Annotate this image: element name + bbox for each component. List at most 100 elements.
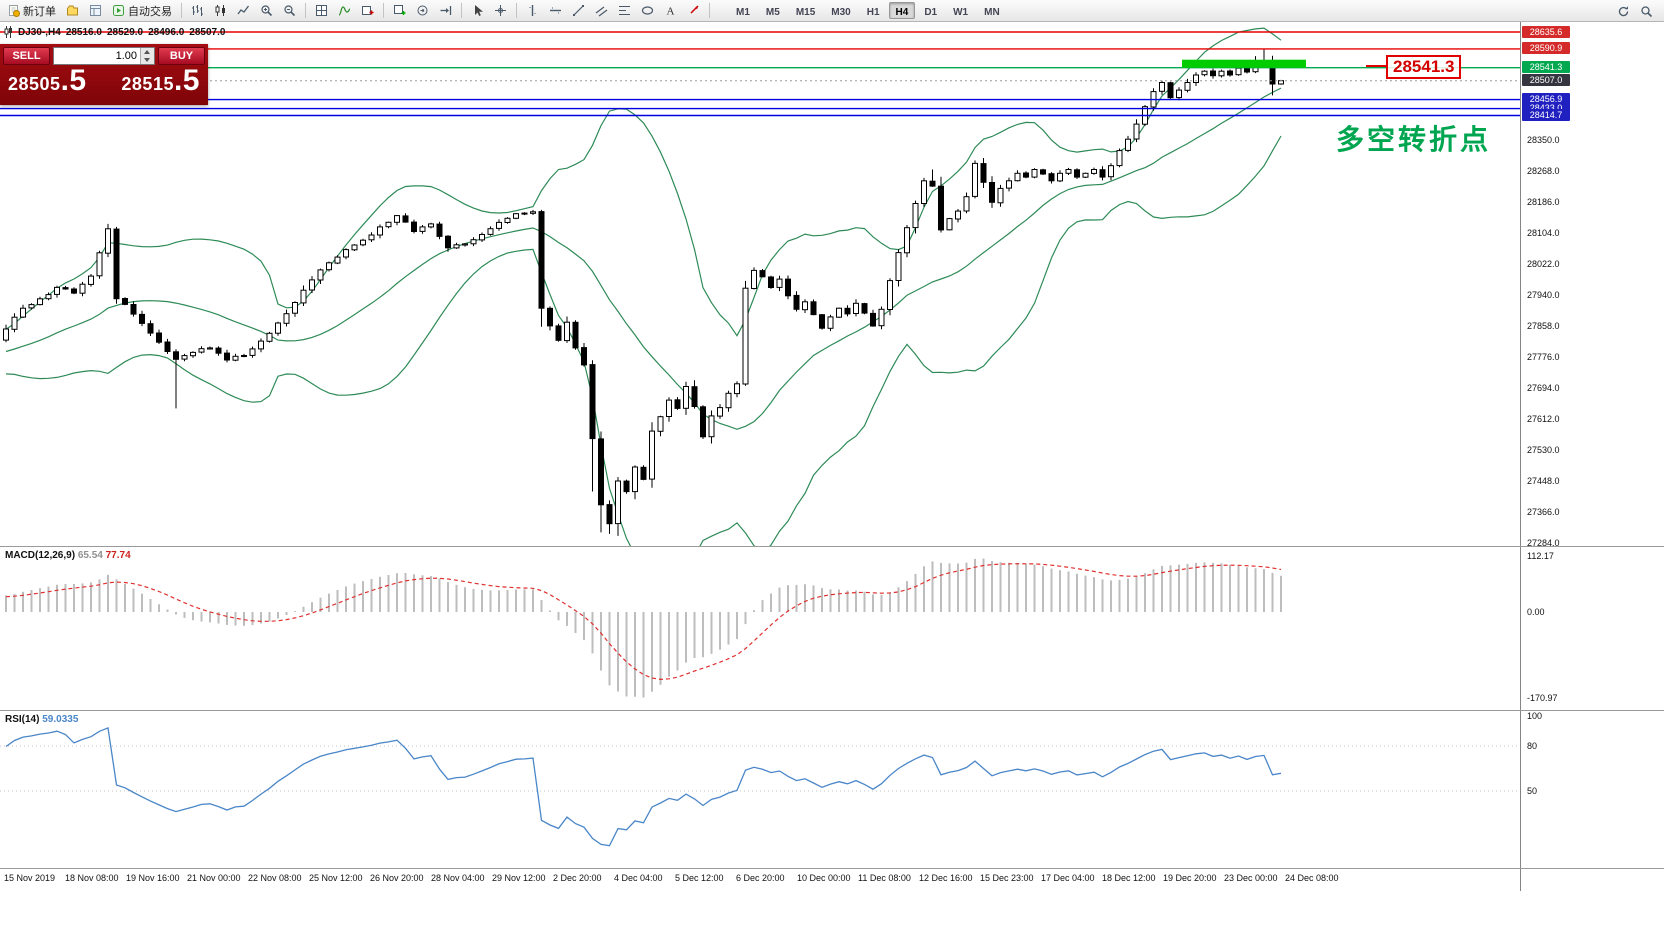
chart-annotation-text[interactable]: 多空转折点: [1336, 124, 1492, 155]
refresh-button[interactable]: [1613, 2, 1634, 21]
horizontal-line-button[interactable]: [545, 1, 566, 20]
price-axis-label: 28022.0: [1527, 259, 1560, 269]
candle-body: [938, 185, 944, 231]
candle-body: [1074, 169, 1080, 178]
bar-chart-button[interactable]: [187, 1, 208, 20]
market-watch-button[interactable]: [85, 1, 106, 20]
volume-decrease-button[interactable]: [141, 56, 154, 64]
line-chart-button[interactable]: [233, 1, 254, 20]
buy-price[interactable]: 28515.5: [121, 66, 200, 99]
charts-grid-button[interactable]: [389, 1, 410, 20]
macd-panel[interactable]: [0, 547, 1520, 710]
volume-field[interactable]: 1.00: [53, 47, 155, 65]
rsi-value: 59.0335: [42, 714, 79, 725]
macd-name: MACD(12,26,9): [5, 550, 76, 561]
candle-body: [453, 244, 460, 249]
candle-body: [105, 228, 111, 254]
price-callout-label[interactable]: 28541.3: [1386, 55, 1462, 79]
trendline-button[interactable]: [568, 1, 589, 20]
time-axis-label: 2 Dec 20:00: [553, 873, 602, 883]
timeframe-button-mn[interactable]: MN: [977, 2, 1007, 19]
resistance-zone[interactable]: [1182, 59, 1306, 68]
candle-body: [844, 307, 851, 315]
macd-rsi-divider[interactable]: [0, 710, 1664, 711]
time-axis-label: 18 Nov 08:00: [65, 873, 119, 883]
candle-body: [946, 218, 953, 231]
candlestick-mini-icon: [4, 26, 12, 38]
candle-body: [861, 303, 868, 314]
candle-body: [589, 364, 596, 440]
fibonacci-button[interactable]: [614, 1, 635, 20]
candle-body: [530, 211, 536, 214]
macd-axis-label: 0.00: [1527, 607, 1545, 617]
buy-price-base: 28515: [121, 74, 174, 94]
chart-macd-divider[interactable]: [0, 546, 1664, 547]
macd-axis-label: -170.97: [1527, 692, 1558, 703]
candle-body: [1099, 169, 1106, 178]
buy-button[interactable]: BUY: [158, 47, 205, 65]
candle-body: [742, 287, 749, 385]
horizontal-line-icon: [550, 7, 561, 14]
sell-price[interactable]: 28505.5: [8, 66, 87, 99]
volume-value[interactable]: 1.00: [115, 50, 137, 62]
candle-body: [895, 252, 902, 282]
candle-body: [266, 332, 273, 342]
time-axis[interactable]: 15 Nov 2019 18 Nov 08:00 19 Nov 16:00 21 No…: [0, 869, 1520, 893]
crosshair-button[interactable]: [490, 1, 511, 20]
rsi-name: RSI(14): [5, 714, 40, 725]
candle-body: [79, 283, 86, 294]
shapes-button[interactable]: [637, 1, 658, 20]
time-axis-label: 15 Nov 2019: [4, 873, 56, 883]
candle-body: [88, 275, 94, 285]
auto-trading-button[interactable]: 自动交易: [108, 1, 176, 20]
arrow-button[interactable]: [683, 1, 704, 20]
tile-windows-button[interactable]: [311, 1, 332, 20]
timeframe-button-d1[interactable]: D1: [917, 2, 944, 19]
candle-body: [249, 348, 256, 356]
zoom-in-button[interactable]: [256, 1, 277, 20]
timeframe-button-m5[interactable]: M5: [759, 2, 787, 19]
sell-button[interactable]: SELL: [3, 47, 50, 65]
candle-body: [921, 180, 927, 205]
candlestick-button[interactable]: [210, 1, 231, 20]
candle-body: [241, 355, 247, 357]
new-order-button[interactable]: 新订单: [3, 1, 60, 20]
toolbar-button-label: 自动交易: [128, 5, 172, 18]
zoom-out-button[interactable]: [279, 1, 300, 20]
current-price-tag: 28507.0: [1522, 74, 1570, 87]
new-chart-button[interactable]: [357, 1, 378, 20]
timeframe-button-m15[interactable]: M15: [789, 2, 822, 19]
time-axis-label: 5 Dec 12:00: [675, 873, 724, 883]
candle-body: [1218, 70, 1225, 77]
chart-shift-button[interactable]: [435, 1, 456, 20]
timeframe-button-h1[interactable]: H1: [860, 2, 887, 19]
auto-scroll-button[interactable]: [412, 1, 433, 20]
time-axis-label: 11 Dec 08:00: [858, 873, 911, 883]
timeframe-button-m30[interactable]: M30: [824, 2, 857, 19]
auto-scroll-icon: [417, 5, 428, 16]
candle-body: [555, 325, 562, 341]
search-button[interactable]: [1636, 2, 1657, 21]
volume-increase-button[interactable]: [141, 48, 154, 56]
rsi-panel[interactable]: [0, 711, 1520, 868]
chart-profiles-button[interactable]: [62, 1, 83, 20]
vertical-line-button[interactable]: [522, 1, 543, 20]
timeframe-button-h4[interactable]: H4: [888, 2, 916, 19]
rsi-timeaxis-divider[interactable]: [0, 868, 1664, 869]
candle-body: [912, 203, 919, 229]
refresh-icon: [1618, 5, 1629, 16]
toolbar-button-label: 新订单: [23, 5, 56, 18]
price-chart[interactable]: [0, 22, 1520, 546]
cursor-button[interactable]: [467, 1, 488, 20]
indicators-button[interactable]: [334, 1, 355, 20]
market-watch-icon: [90, 5, 101, 16]
time-axis-label: 12 Dec 16:00: [919, 873, 973, 883]
candle-body: [62, 287, 69, 290]
timeframe-button-w1[interactable]: W1: [946, 2, 975, 19]
channel-button[interactable]: [591, 1, 612, 20]
candle-body: [419, 226, 426, 232]
text-button[interactable]: A: [660, 1, 681, 20]
price-axis[interactable]: 28350.0 28268.0 28186.0 28104.0 28022.0 27940…: [1520, 22, 1664, 891]
timeframe-button-m1[interactable]: M1: [729, 2, 757, 19]
sell-price-fraction: .5: [60, 64, 87, 97]
